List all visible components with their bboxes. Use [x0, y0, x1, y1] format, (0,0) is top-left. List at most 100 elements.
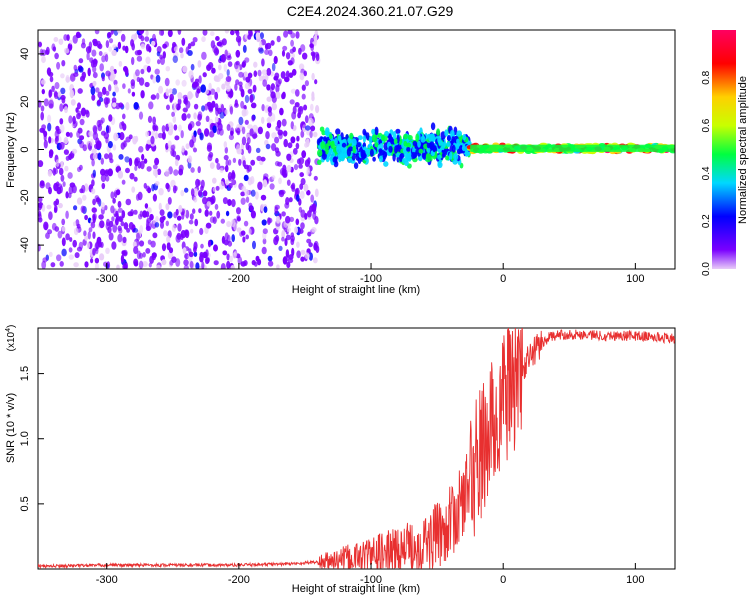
- heatmap-cell: [49, 76, 54, 83]
- heatmap-cell: [172, 150, 177, 158]
- heatmap-cell: [78, 241, 84, 250]
- heatmap-cell: [300, 178, 306, 186]
- heatmap-cell: [63, 137, 69, 145]
- heatmap-cell: [181, 113, 187, 121]
- colorbar-tick-label: 0.0: [701, 262, 712, 276]
- heatmap-cell: [59, 124, 65, 133]
- heatmap-cell: [300, 222, 305, 230]
- heatmap-cell: [189, 213, 194, 220]
- heatmap-cell: [362, 135, 366, 143]
- heatmap-cell: [274, 72, 280, 79]
- heatmap-cell: [421, 152, 426, 159]
- y-tick-label: 40: [19, 48, 31, 60]
- heatmap-cell: [155, 125, 159, 132]
- heatmap-cell: [175, 103, 181, 111]
- heatmap-cell: [251, 115, 255, 122]
- heatmap-cell: [158, 85, 164, 94]
- heatmap-cell: [146, 65, 151, 73]
- heatmap-cell: [253, 61, 258, 68]
- heatmap-cell: [105, 247, 110, 254]
- heatmap-cell: [219, 167, 224, 173]
- heatmap-cell: [74, 252, 80, 259]
- heatmap-cell: [120, 221, 125, 227]
- heatmap-cell: [238, 71, 244, 78]
- heatmap-cell: [247, 124, 253, 129]
- heatmap-cell: [312, 52, 316, 62]
- heatmap-cell: [165, 182, 170, 190]
- heatmap-cell: [319, 126, 325, 132]
- heatmap-cell: [205, 249, 209, 258]
- heatmap-cell: [425, 152, 432, 160]
- heatmap-cell: [129, 172, 135, 180]
- heatmap-cell: [140, 43, 146, 49]
- heatmap-cell: [227, 61, 233, 67]
- heatmap-cell: [78, 66, 84, 73]
- heatmap-cell: [60, 73, 65, 79]
- heatmap-cell: [172, 41, 177, 49]
- heatmap-cell: [278, 78, 282, 85]
- heatmap-cell: [412, 140, 417, 147]
- heatmap-cell: [322, 150, 326, 157]
- heatmap-cell: [162, 51, 166, 59]
- heatmap-cell: [100, 173, 106, 183]
- heatmap-cell: [225, 210, 230, 217]
- heatmap-cell: [230, 130, 234, 136]
- heatmap-cell: [205, 222, 212, 229]
- heatmap-cell: [436, 128, 441, 136]
- heatmap-cell: [282, 256, 288, 265]
- heatmap-cell: [47, 229, 53, 235]
- heatmap-cell: [38, 41, 42, 48]
- heatmap-cell: [101, 182, 106, 190]
- heatmap-cell: [180, 52, 184, 59]
- heatmap-cell: [110, 30, 114, 35]
- heatmap-cell: [291, 247, 295, 257]
- heatmap-cell: [151, 130, 155, 137]
- heatmap-cell: [214, 91, 219, 100]
- heatmap-cell: [68, 115, 73, 124]
- heatmap-cell: [76, 197, 83, 205]
- heatmap-cell: [267, 116, 273, 124]
- heatmap-cell: [193, 246, 197, 253]
- heatmap-cell: [294, 226, 298, 234]
- heatmap-cell: [119, 132, 125, 141]
- heatmap-cell: [270, 40, 275, 46]
- heatmap-cell: [182, 247, 187, 255]
- heatmap-cell: [168, 88, 173, 94]
- heatmap-cell: [154, 222, 160, 228]
- heatmap-cell: [165, 220, 169, 227]
- heatmap-cell: [285, 249, 290, 258]
- heatmap-cell: [116, 264, 120, 269]
- snr-series-line: [38, 328, 675, 569]
- heatmap-cell: [90, 221, 96, 229]
- heatmap-cell: [255, 191, 259, 200]
- heatmap-cell: [152, 169, 158, 177]
- heatmap-cell: [91, 207, 97, 213]
- heatmap-cell: [84, 235, 88, 241]
- heatmap-cell: [151, 40, 156, 47]
- heatmap-cell: [125, 102, 130, 111]
- heatmap-cell: [286, 164, 292, 173]
- heatmap-cell: [81, 71, 87, 80]
- heatmap-cell: [407, 135, 413, 141]
- heatmap-cell: [112, 224, 118, 233]
- heatmap-cell: [312, 131, 318, 138]
- heatmap-cell: [226, 221, 232, 228]
- colorbar-ticks: 0.0 0.2 0.4 0.6 0.8: [701, 70, 712, 276]
- heatmap-cell: [261, 104, 265, 112]
- heatmap-cell: [453, 153, 459, 161]
- heatmap-cell: [263, 173, 269, 179]
- heatmap-cell: [184, 150, 188, 156]
- heatmap-cell: [60, 87, 66, 95]
- heatmap-cell: [113, 132, 119, 141]
- heatmap-cell: [227, 199, 232, 206]
- heatmap-cell: [54, 52, 59, 60]
- heatmap-cell: [123, 222, 129, 230]
- heatmap-cell: [142, 252, 146, 258]
- heatmap-cell: [165, 203, 170, 211]
- heatmap-cell: [451, 136, 455, 144]
- heatmap-cell: [252, 240, 256, 250]
- heatmap-cell: [64, 165, 69, 172]
- heatmap-cell: [180, 189, 185, 197]
- heatmap-cell: [213, 244, 218, 252]
